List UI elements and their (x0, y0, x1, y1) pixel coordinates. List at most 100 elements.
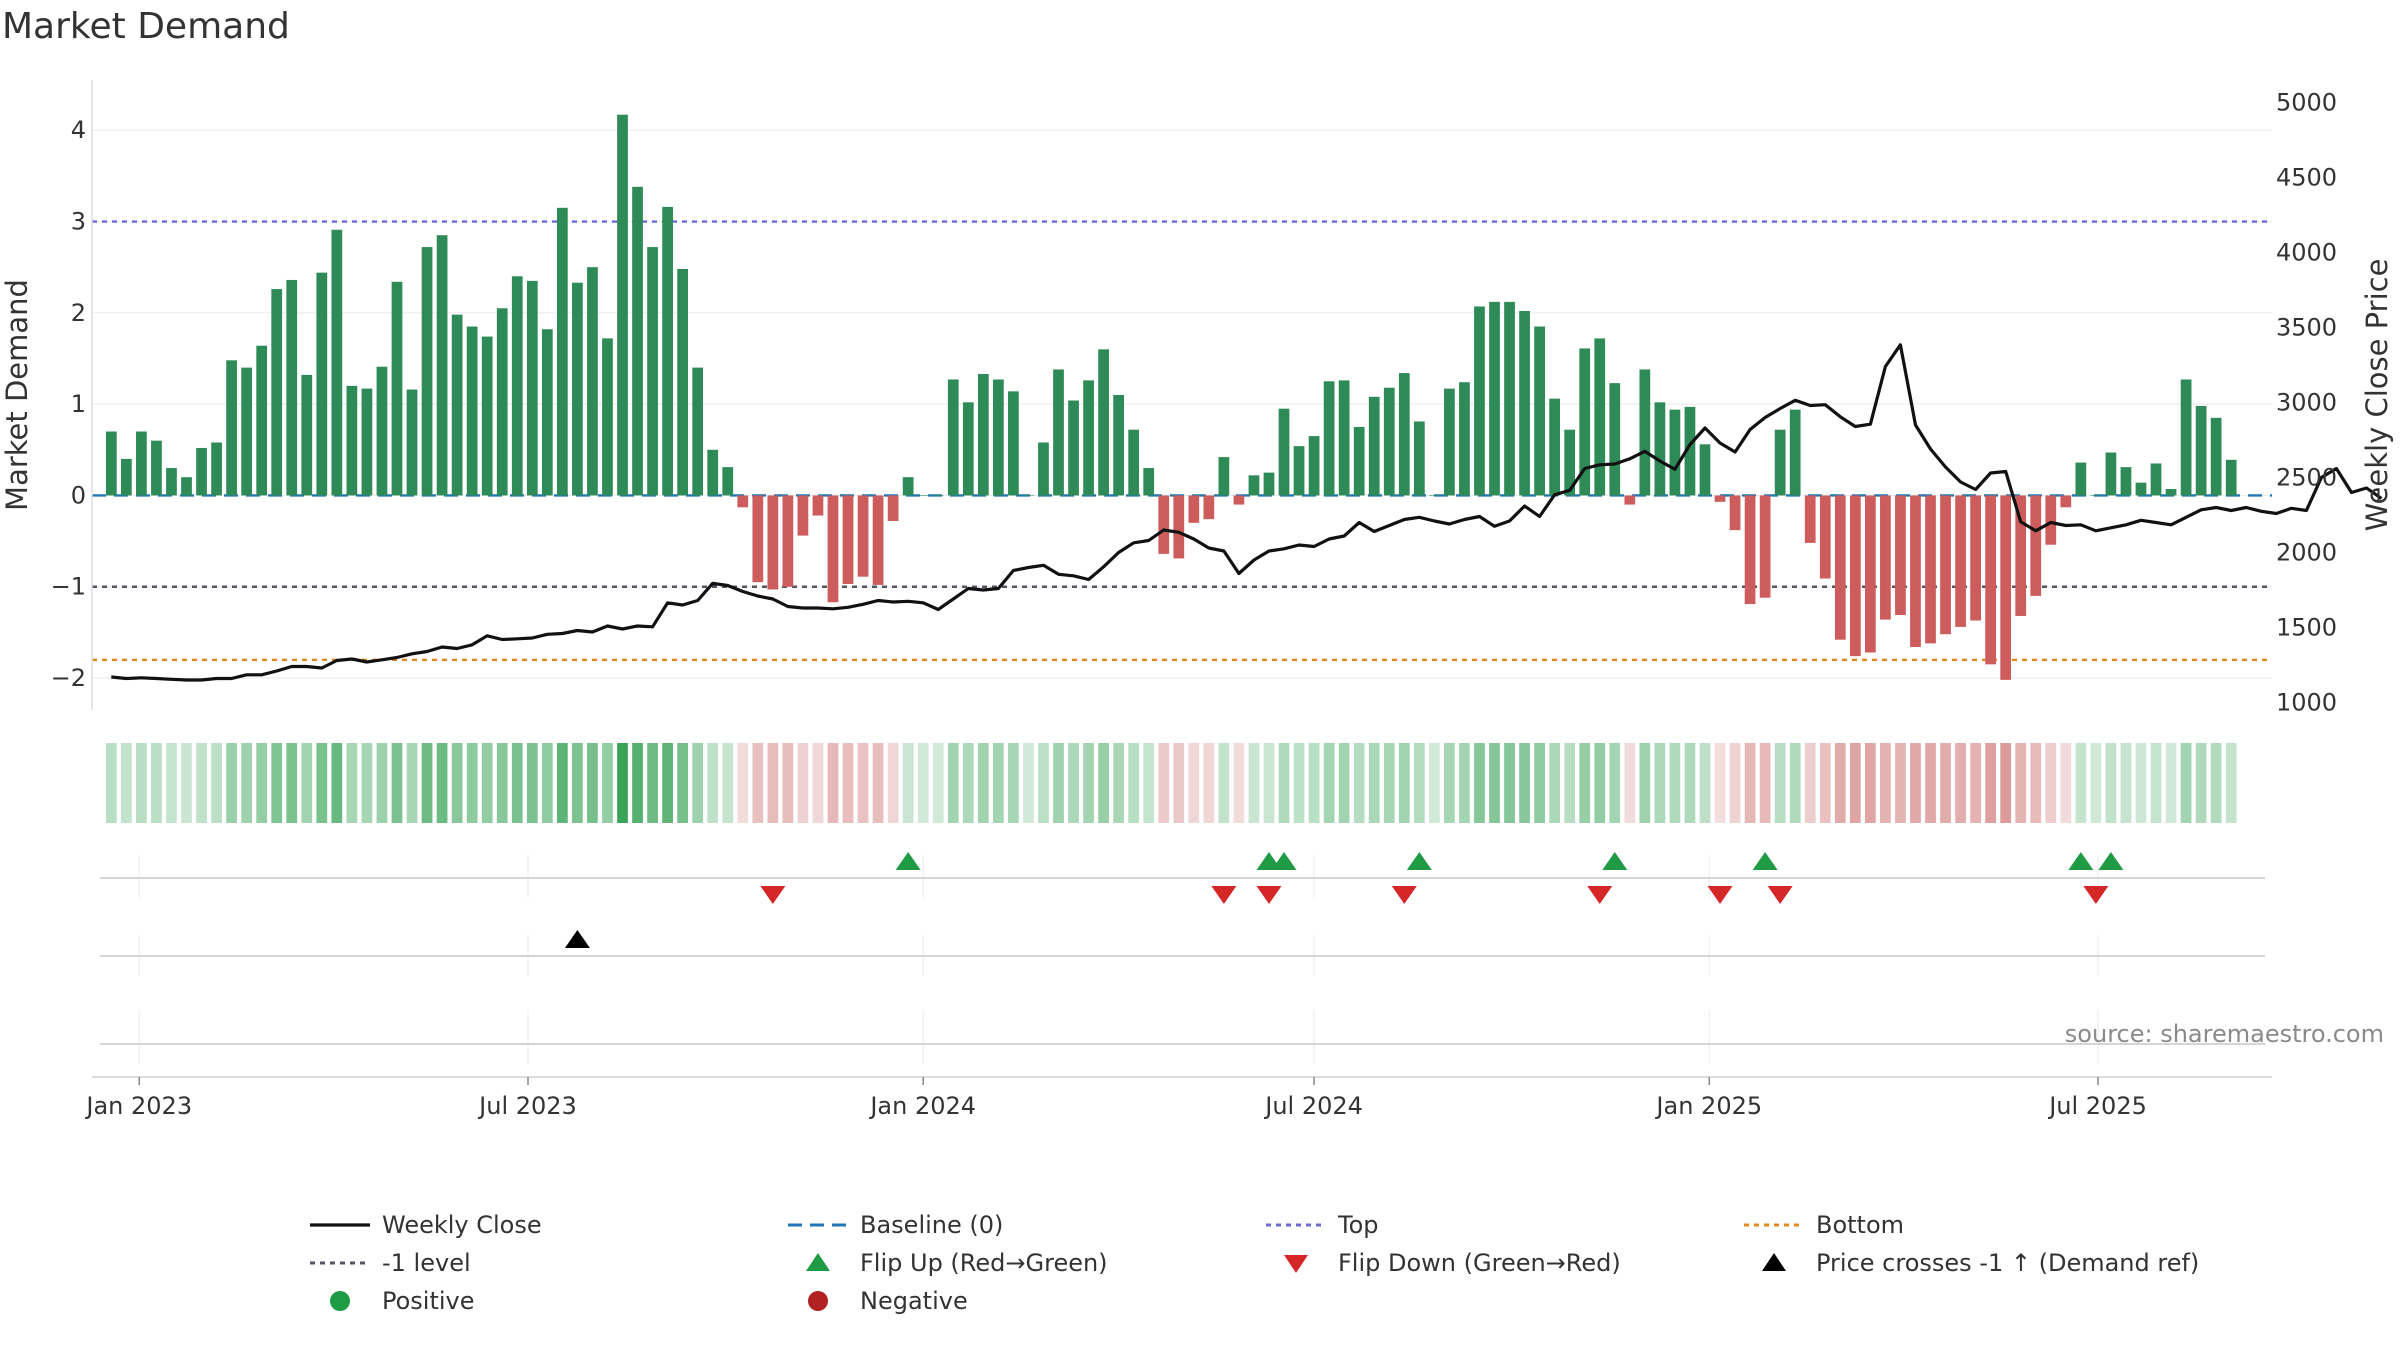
heat-cell (496, 743, 508, 823)
demand-bar (962, 402, 974, 496)
heat-cell (1534, 743, 1545, 823)
heat-cell (2105, 743, 2117, 823)
heat-cell (1203, 743, 1215, 823)
heat-cell (707, 743, 719, 823)
weekly-close-line (111, 343, 2383, 682)
demand-bar (286, 279, 298, 496)
demand-bar (511, 276, 523, 496)
heat-cell (1083, 743, 1094, 823)
heat-cell (1474, 743, 1485, 823)
heat-cell (526, 743, 538, 823)
demand-bar (1654, 402, 1666, 496)
demand-bar (105, 431, 117, 496)
heat-cell (361, 743, 373, 823)
demand-bar (827, 495, 839, 603)
heat-cell (1308, 743, 1320, 823)
demand-bar (2120, 467, 2132, 496)
heat-cell (1699, 743, 1711, 823)
heat-cell (1338, 743, 1350, 823)
demand-bar (151, 440, 162, 496)
demand-bar (1504, 301, 1515, 496)
demand-bar (1669, 409, 1681, 496)
heat-cell (602, 743, 613, 823)
demand-bar (1729, 495, 1741, 531)
heat-cell (1173, 743, 1185, 823)
heat-cell (241, 743, 253, 823)
demand-bar (136, 431, 147, 496)
heat-cell (1098, 743, 1109, 823)
heat-cell (1910, 743, 1921, 823)
demand-bar (647, 247, 658, 496)
heat-cell (2135, 743, 2147, 823)
heat-cell (902, 743, 914, 823)
demand-bar (602, 338, 613, 496)
demand-bar (481, 336, 493, 496)
y2-tick-label: 4000 (2276, 239, 2337, 267)
heat-cell (271, 743, 283, 823)
heat-cell (1444, 743, 1455, 823)
demand-bar (1398, 373, 1410, 496)
demand-bar (1068, 400, 1079, 496)
heat-cell (1669, 743, 1681, 823)
heat-cell (1744, 743, 1756, 823)
demand-bar (361, 388, 373, 496)
y-tick-label: 1 (71, 390, 86, 418)
demand-bar (556, 207, 568, 496)
demand-bar (1368, 396, 1380, 496)
heat-cell (2150, 743, 2162, 823)
x-tick-label: Jan 2023 (84, 1092, 192, 1120)
demand-bar (1955, 495, 1966, 627)
heat-cell (2045, 743, 2057, 823)
flip-up-marker (1752, 852, 1778, 870)
heat-cell (947, 743, 959, 823)
x-tick-label: Jan 2024 (868, 1092, 976, 1120)
demand-bar (767, 495, 779, 590)
flip-up-marker (1406, 852, 1432, 870)
heat-cell (1789, 743, 1801, 823)
y-tick-label: 4 (71, 116, 86, 144)
heat-cell (692, 743, 704, 823)
heat-cell (1368, 743, 1380, 823)
heat-cell (2180, 743, 2192, 823)
demand-bar (1849, 495, 1861, 657)
y2-tick-label: 3000 (2276, 389, 2337, 417)
demand-bar (271, 289, 283, 496)
legend-label: Price crosses -1 ↑ (Demand ref) (1816, 1249, 2199, 1277)
x-tick-label: Jan 2025 (1654, 1092, 1762, 1120)
demand-bar (2015, 495, 2027, 616)
y2-tick-label: 1000 (2276, 689, 2337, 717)
heat-cell (1023, 743, 1034, 823)
demand-bar (1308, 436, 1320, 496)
demand-bar (632, 186, 643, 496)
heat-cell (887, 743, 899, 823)
heat-cell (2060, 743, 2072, 823)
legend-swatch (1762, 1253, 1786, 1271)
demand-bar (1203, 495, 1215, 520)
legend-label: Flip Down (Green→Red) (1338, 1249, 1621, 1277)
demand-bar (2030, 495, 2042, 596)
heat-cell (647, 743, 658, 823)
demand-bar (677, 269, 689, 496)
y-axis-label: Market Demand (0, 279, 34, 511)
source-credit: source: sharemaestro.com (2065, 1020, 2384, 1048)
demand-bar (887, 495, 899, 521)
demand-bar (1248, 475, 1260, 496)
demand-bar (391, 281, 403, 496)
heat-cell (857, 743, 869, 823)
demand-bar (1699, 444, 1711, 496)
heat-cell (1053, 743, 1064, 823)
x-axis-ticks: Jan 2023 Jul 2023 Jan 2024 Jul 2024 Jan 2025… (84, 1077, 2147, 1120)
demand-bar (1639, 369, 1651, 496)
demand-bar (722, 467, 734, 496)
demand-bar (1895, 495, 1906, 616)
heat-cell (376, 743, 388, 823)
heat-cell (632, 743, 643, 823)
demand-bar (1353, 426, 1365, 496)
demand-bar (1338, 380, 1350, 496)
heat-cell (1804, 743, 1816, 823)
heat-cell (1895, 743, 1906, 823)
heat-cell (1428, 743, 1440, 823)
flip-down-marker (1256, 886, 1282, 904)
demand-bar (1383, 387, 1395, 496)
heat-cell (406, 743, 418, 823)
